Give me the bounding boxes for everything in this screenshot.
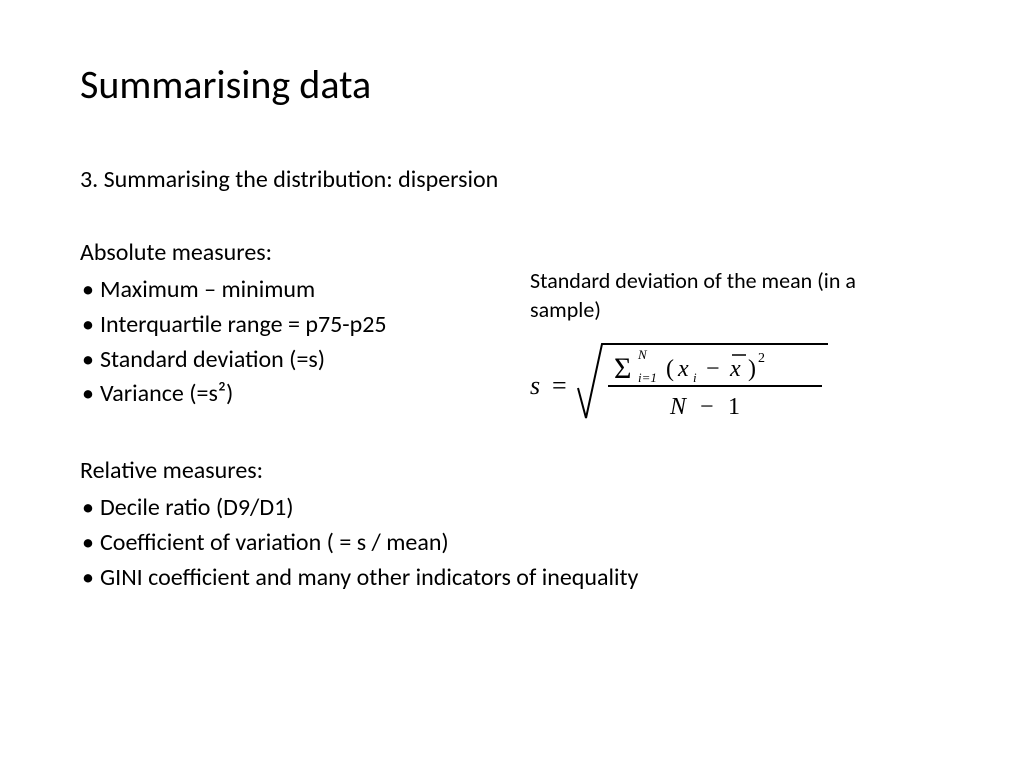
svg-text:2: 2 [758,351,765,366]
svg-text:(: ( [666,356,674,382]
slide-subtitle: 3. Summarising the distribution: dispers… [80,165,944,194]
list-item: Coefficient of variation ( = s / mean) [80,526,944,561]
slide: Summarising data 3. Summarising the dist… [0,0,1024,768]
relative-measures-label: Relative measures: [80,456,944,485]
formula-block: Standard deviation of the mean (in a sam… [530,267,890,426]
absolute-measures-label: Absolute measures: [80,238,944,267]
svg-text:s: s [530,371,540,400]
svg-text:x: x [729,356,741,382]
relative-measures-list: Decile ratio (D9/D1) Coefficient of vari… [80,491,944,595]
slide-title: Summarising data [80,60,944,109]
svg-text:−: − [706,356,720,382]
svg-text:N: N [669,394,688,420]
svg-text:i=1: i=1 [638,370,657,385]
svg-text:=: = [552,371,567,400]
list-item: Decile ratio (D9/D1) [80,491,944,526]
svg-text:x: x [677,356,689,382]
svg-text:N: N [637,347,648,362]
svg-text:i: i [693,370,697,385]
formula-caption: Standard deviation of the mean (in a sam… [530,267,890,324]
svg-text:−: − [700,394,714,420]
standard-deviation-formula: s = Σ N i=1 ( x i − x ) 2 N − 1 [530,336,830,426]
svg-text:Σ: Σ [614,352,631,385]
svg-text:): ) [748,356,756,382]
list-item: GINI coefficient and many other indicato… [80,561,944,596]
svg-text:1: 1 [728,394,740,420]
